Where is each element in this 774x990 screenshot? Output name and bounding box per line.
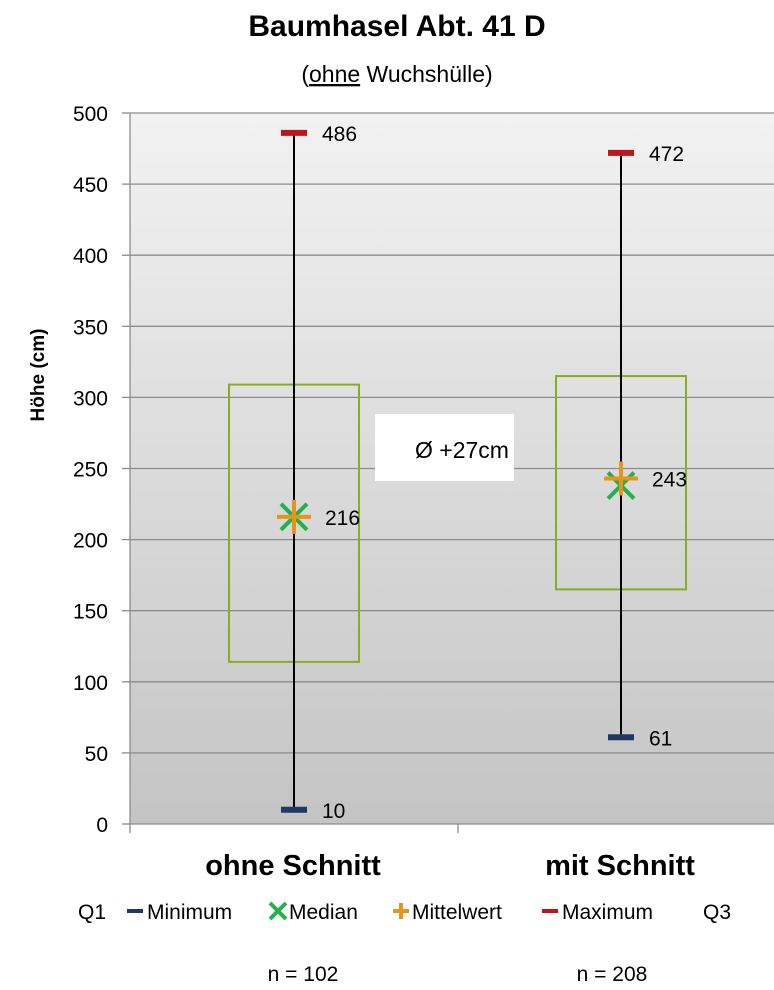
legend-q1-label: Q1 xyxy=(78,901,106,924)
legend-q3-label: Q3 xyxy=(703,901,731,924)
subtitle-underlined: ohne xyxy=(309,61,360,87)
y-axis: 0 50 100 150 200 250 300 350 400 450 500 xyxy=(73,103,131,837)
y-tick-label-450: 450 xyxy=(73,174,108,197)
legend-median-label: Median xyxy=(289,901,358,924)
min-label-ohne-schnitt: 10 xyxy=(322,800,345,823)
y-axis-label: Höhe (cm) xyxy=(28,329,49,422)
y-tick-label-500: 500 xyxy=(73,103,108,126)
category-label-ohne-schnitt: ohne Schnitt xyxy=(205,850,381,882)
box-ohne-schnitt: 486 216 10 xyxy=(228,123,360,823)
legend-minimum-label: Minimum xyxy=(147,901,232,924)
y-tick-label-400: 400 xyxy=(73,245,108,268)
subtitle-open: ( xyxy=(301,61,309,87)
y-tick-label-250: 250 xyxy=(73,459,108,482)
max-label-mit-schnitt: 472 xyxy=(649,143,684,166)
legend: Q1 Minimum Median Mittelwert Maximum Q3 xyxy=(78,901,731,924)
subtitle-rest: Wuchshülle) xyxy=(360,61,493,87)
legend-mittelwert-marker xyxy=(393,903,409,919)
mean-label-mit-schnitt: 243 xyxy=(652,468,687,491)
mean-label-ohne-schnitt: 216 xyxy=(325,507,360,530)
chart-title: Baumhasel Abt. 41 D xyxy=(248,10,545,43)
category-label-mit-schnitt: mit Schnitt xyxy=(545,850,695,882)
y-tick-label-0: 0 xyxy=(96,814,108,837)
legend-median-marker xyxy=(268,901,288,921)
y-tick-label-300: 300 xyxy=(73,387,108,410)
annotation-text: Ø +27cm xyxy=(415,437,509,463)
max-label-ohne-schnitt: 486 xyxy=(322,123,357,146)
y-tick-label-50: 50 xyxy=(85,743,108,766)
annotation-box: Ø +27cm xyxy=(375,414,514,481)
x-axis xyxy=(129,823,774,833)
chart-subtitle: (ohne Wuchshülle) xyxy=(301,61,492,87)
y-tick-label-100: 100 xyxy=(73,672,108,695)
n-label-mit-schnitt: n = 208 xyxy=(577,963,648,986)
y-tick-label-150: 150 xyxy=(73,601,108,624)
legend-mittelwert-label: Mittelwert xyxy=(412,901,502,924)
gridlines xyxy=(130,112,774,754)
n-label-ohne-schnitt: n = 102 xyxy=(268,963,339,986)
box-mit-schnitt: 472 243 61 xyxy=(555,143,687,750)
y-tick-label-350: 350 xyxy=(73,316,108,339)
min-label-mit-schnitt: 61 xyxy=(649,727,672,750)
y-tick-label-200: 200 xyxy=(73,530,108,553)
box-series: 486 216 10 472 243 61 xyxy=(228,123,687,823)
legend-maximum-label: Maximum xyxy=(562,901,653,924)
